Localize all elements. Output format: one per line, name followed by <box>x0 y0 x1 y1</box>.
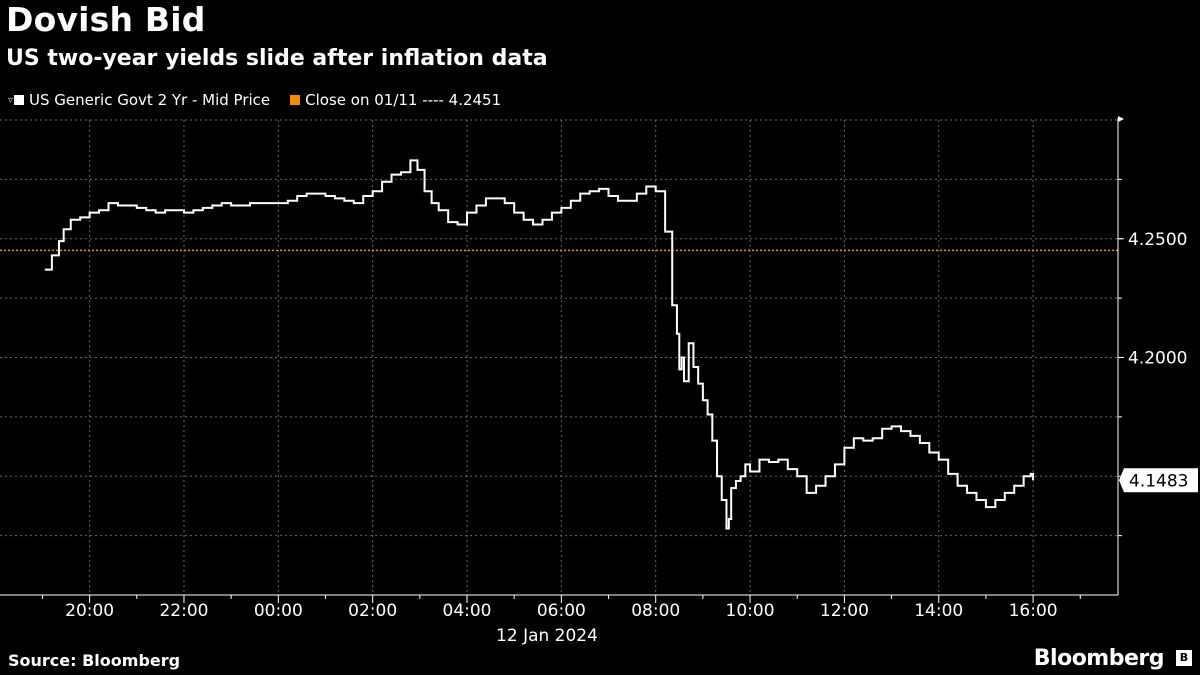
axes: 20:00 22:00 00:00 02:00 04:00 06:00 08:00 10:00… <box>0 116 1198 621</box>
x-tick-label: 22:00 <box>159 601 208 621</box>
x-tick-label: 04:00 <box>443 601 492 621</box>
y-tick-label: 4.2000 <box>1128 349 1187 369</box>
series-line-0 <box>44 159 1035 530</box>
x-tick-label: 00:00 <box>254 601 303 621</box>
grid <box>0 119 1118 595</box>
x-tick-label: 14:00 <box>914 601 963 621</box>
source-note: Source: Bloomberg <box>8 651 181 670</box>
x-tick-label: 12:00 <box>820 601 869 621</box>
chart-subtitle: US two-year yields slide after inflation… <box>6 46 548 71</box>
x-axis-date-label: 12 Jan 2024 <box>496 626 598 646</box>
legend-swatch-close <box>290 95 301 105</box>
legend-label-close: Close on 01/11 ---- 4.2451 <box>305 91 502 109</box>
chart-title: Dovish Bid <box>6 0 206 39</box>
x-tick-label: 10:00 <box>726 601 775 621</box>
x-tick-label: 02:00 <box>348 601 397 621</box>
legend: ▿ US Generic Govt 2 Yr - Mid Price Close… <box>8 91 521 109</box>
y-tick-label: 4.2500 <box>1128 230 1187 250</box>
legend-swatch-series <box>14 95 25 105</box>
x-tick-label: 20:00 <box>65 601 114 621</box>
legend-label-series: US Generic Govt 2 Yr - Mid Price <box>29 91 271 109</box>
last-value-label: 4.1483 <box>1129 471 1188 491</box>
x-tick-label: 08:00 <box>631 601 680 621</box>
bloomberg-mark-icon: B <box>1176 650 1192 666</box>
x-tick-label: 06:00 <box>537 601 586 621</box>
legend-item-close[interactable]: Close on 01/11 ---- 4.2451 <box>290 91 501 109</box>
brand-logo-text: Bloomberg <box>1033 646 1165 671</box>
last-value-badge <box>1119 468 1198 493</box>
y-axis-arrow-icon <box>1118 116 1124 122</box>
series-layer <box>44 159 1035 530</box>
x-tick-label: 16:00 <box>1009 601 1058 621</box>
legend-item-series[interactable]: ▿ US Generic Govt 2 Yr - Mid Price <box>8 91 270 109</box>
series-marker-icon: ▿ <box>8 94 14 106</box>
